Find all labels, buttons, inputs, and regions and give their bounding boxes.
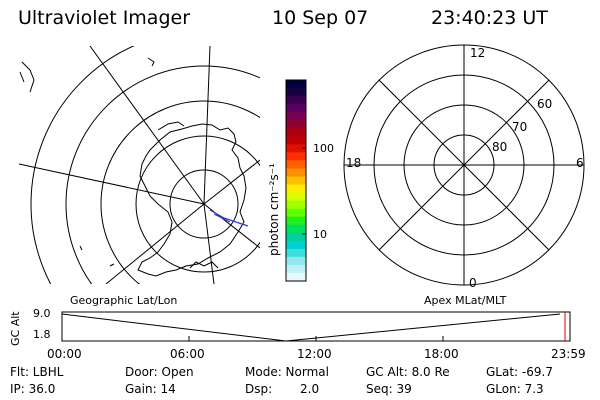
colorbar-band [286,168,306,178]
mlt-label-noon: 12 [470,46,486,60]
colorbar-tick-label: 10 [313,228,327,241]
status-glon: GLon: 7.3 [486,382,544,396]
status-door: Door: Open [125,365,194,379]
colorbar-band [286,256,306,266]
status-gain: Gain: 14 [125,382,176,396]
lat-circle-40 [30,46,135,284]
status-dsp-value: 2.0 [300,382,320,396]
time-tick-label: 12:00 [297,347,332,361]
status-seq: Seq: 39 [366,382,412,396]
time-tick-label: 18:00 [424,347,459,361]
colorbar-band [286,208,306,218]
colorbar-band [286,176,306,186]
colorbar-band [286,240,306,250]
time-tick-label: 23:59 [551,347,586,361]
instrument-title: Ultraviolet Imager [18,7,191,29]
status-mode: Mode: Normal [245,365,329,379]
coast-fragment [21,61,35,93]
colorbar-band [286,144,306,153]
mlat-label-80: 80 [492,140,508,154]
mlat-label-70: 70 [512,120,528,134]
lat-circle-50 [65,65,260,284]
colorbar-band [286,120,306,129]
colorbar-band [286,272,306,282]
lat-circle-60 [100,100,260,284]
colorbar-band [286,160,306,170]
meridian-line [105,203,205,284]
status-glat: GLat: -69.7 [486,365,553,379]
mlat-label-60: 60 [537,97,553,111]
colorbar-frame [285,79,307,282]
colorbar-band [286,136,306,145]
mlt-label-dawn: 6 [576,156,584,170]
colorbar-band [286,112,306,121]
status-gc-alt: GC Alt: 8.0 Re [366,365,450,379]
coast-fragment [189,261,219,269]
coast-fragment [109,263,115,267]
field-line-trace [213,213,231,223]
intensity-colorbar [286,80,306,282]
meridian-line [19,163,205,205]
field-line-trace [209,209,249,227]
time-tick-label: 00:00 [47,347,82,361]
colorbar-band [286,232,306,242]
colorbar-band [286,224,306,234]
altitude-axis-label: GC Alt [9,311,22,346]
magnetic-polar-grid [343,44,585,286]
altitude-ytick: 9.0 [33,307,51,320]
status-ip: IP: 36.0 [10,382,56,396]
colorbar-band [286,216,306,226]
meridian-line [203,203,215,284]
colorbar-band [286,88,306,97]
colorbar-band [286,152,306,161]
coast-fragment [79,245,83,251]
coast-fragment [157,121,185,131]
meridian-line [89,46,205,205]
coast-fragment [19,71,25,83]
antarctica-coastline [137,123,247,277]
geographic-map [19,46,260,284]
lat-circle-70 [135,135,260,273]
colorbar-band [286,80,306,89]
lat-circle-80 [169,169,239,239]
colorbar-band [286,128,306,137]
colorbar-band [286,184,306,194]
mlt-label-dusk: 18 [346,156,362,170]
status-dsp-label: Dsp: [245,382,273,396]
colorbar-band [286,264,306,274]
observation-date: 10 Sep 07 [272,7,369,29]
meridian-line [203,159,260,205]
coast-fragment [147,57,155,67]
colorbar-tick-label: 100 [313,142,334,155]
observation-time: 23:40:23 UT [431,7,548,29]
colorbar-band [286,96,306,105]
colorbar-band [286,248,306,258]
mlt-diagonal [378,79,550,251]
mlt-label-midnight: 0 [469,276,477,290]
colorbar-band [286,200,306,210]
right-map-caption: Apex MLat/MLT [424,294,507,307]
status-filter: Flt: LBHL [10,365,64,379]
left-map-caption: Geographic Lat/Lon [70,294,178,307]
time-tick-label: 06:00 [170,347,205,361]
colorbar-band [286,104,306,113]
altitude-ticks [61,336,571,341]
altitude-curve [61,313,561,342]
colorbar-unit-label: photon cm⁻²s⁻¹ [267,163,281,256]
colorbar-band [286,192,306,202]
altitude-ytick: 1.8 [33,328,51,341]
